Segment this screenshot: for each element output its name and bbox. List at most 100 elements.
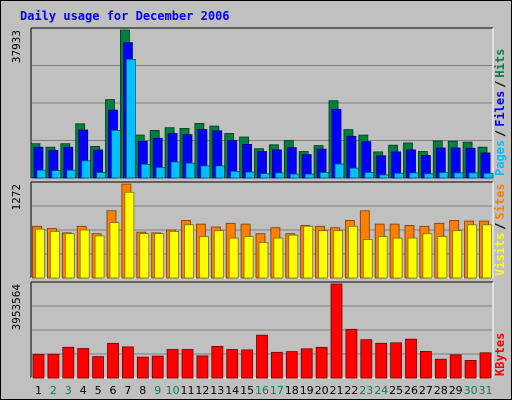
bar-pages-day-7	[126, 59, 136, 179]
bar-pages-day-3	[66, 169, 77, 179]
legend-sites: Sites	[493, 183, 507, 219]
bar-visits-day-10	[169, 230, 180, 279]
x-tick-label-day-19: 19	[300, 384, 314, 397]
bar-visits-day-21	[333, 230, 343, 279]
bar-kbytes-day-15	[241, 349, 254, 379]
bar-kbytes-day-18	[285, 351, 298, 379]
bar-pages-day-16	[260, 173, 270, 179]
bar-kbytes-day-7	[122, 346, 134, 379]
x-tick-label-day-21: 21	[330, 384, 344, 397]
x-tick-label-day-11: 11	[181, 384, 195, 397]
x-tick-label-day-16: 16	[255, 384, 269, 397]
bar-pages-day-10	[170, 161, 181, 179]
bar-pages-day-12	[200, 165, 211, 179]
x-tick-label-day-13: 13	[210, 384, 224, 397]
legend-pages: Pages	[493, 140, 507, 176]
bar-kbytes-day-2	[47, 353, 60, 379]
x-tick-label-day-30: 30	[464, 384, 478, 397]
x-tick-label-day-31: 31	[479, 384, 493, 397]
x-tick-label-day-23: 23	[359, 384, 373, 397]
x-tick-label-day-22: 22	[344, 384, 358, 397]
bar-pages-day-2	[51, 170, 62, 179]
bar-kbytes-day-28	[434, 358, 447, 379]
legend-separator: /	[493, 81, 507, 88]
x-tick-label-day-6: 6	[110, 384, 117, 397]
bar-pages-day-27	[423, 173, 434, 179]
bar-visits-day-28	[437, 236, 448, 279]
bar-pages-day-8	[140, 163, 151, 179]
x-tick-label-day-5: 5	[95, 384, 102, 397]
bar-kbytes-day-13	[211, 345, 224, 379]
x-tick-label-day-12: 12	[195, 384, 209, 397]
x-tick-label-day-15: 15	[240, 384, 254, 397]
bar-kbytes-day-30	[464, 359, 477, 379]
panel-hits-max-label: 37933	[10, 30, 23, 63]
x-tick-label-day-3: 3	[65, 384, 72, 397]
bar-files-day-18	[286, 147, 297, 179]
bar-kbytes-day-9	[151, 355, 164, 379]
bar-visits-day-19	[303, 225, 314, 279]
x-tick-label-day-10: 10	[166, 384, 180, 397]
bar-pages-day-11	[185, 162, 196, 179]
x-tick-label-day-1: 1	[35, 384, 42, 397]
x-tick-label-day-7: 7	[124, 384, 131, 397]
bar-pages-day-29	[453, 172, 464, 179]
x-tick-label-day-14: 14	[225, 384, 239, 397]
bar-kbytes-day-26	[405, 338, 417, 379]
x-tick-label-day-17: 17	[270, 384, 284, 397]
bar-visits-day-24	[377, 236, 388, 279]
bar-kbytes-day-21	[330, 283, 343, 379]
x-tick-label-day-28: 28	[434, 384, 448, 397]
bar-kbytes-day-10	[166, 349, 179, 379]
bar-pages-day-9	[155, 167, 166, 179]
bar-kbytes-day-12	[196, 355, 209, 379]
bar-pages-day-4	[81, 160, 92, 179]
bar-pages-day-19	[304, 173, 315, 179]
bar-kbytes-day-4	[77, 348, 90, 379]
x-tick-label-day-27: 27	[419, 384, 433, 397]
bar-kbytes-day-8	[136, 356, 149, 379]
chart-title: Daily usage for December 2006	[20, 9, 230, 23]
bar-visits-day-4	[79, 229, 90, 279]
bar-visits-day-22	[347, 225, 358, 279]
bar-pages-day-24	[379, 174, 390, 179]
bar-visits-day-14	[228, 237, 239, 279]
x-tick-label-day-20: 20	[315, 384, 329, 397]
bar-kbytes-day-25	[390, 342, 403, 379]
bar-pages-day-14	[230, 170, 241, 179]
bar-pages-day-30	[468, 172, 479, 179]
bar-pages-day-20	[319, 172, 330, 179]
bar-kbytes-day-27	[419, 350, 432, 379]
bar-visits-day-31	[482, 224, 492, 279]
bar-kbytes-day-1	[32, 354, 45, 379]
x-tick-label-day-29: 29	[449, 384, 463, 397]
x-tick-label-day-18: 18	[285, 384, 299, 397]
panel-kbytes-max-label: 3953564	[10, 284, 23, 331]
bar-pages-day-21	[334, 163, 345, 179]
bar-pages-day-28	[438, 172, 449, 179]
x-tick-label-day-2: 2	[50, 384, 57, 397]
bar-kbytes-day-17	[270, 351, 283, 379]
bar-visits-day-5	[94, 235, 105, 279]
bar-pages-day-26	[409, 172, 419, 179]
bar-kbytes-day-5	[92, 356, 104, 379]
legend-kbytes: KBytes	[493, 333, 507, 376]
bar-kbytes-day-6	[107, 342, 119, 379]
bar-visits-day-20	[318, 230, 329, 279]
legend-separator: /	[493, 223, 507, 230]
bar-pages-day-25	[394, 172, 405, 179]
bar-visits-day-25	[392, 237, 403, 279]
bar-pages-day-31	[483, 172, 494, 179]
bar-visits-day-26	[407, 237, 418, 279]
bar-visits-day-15	[243, 236, 254, 279]
bar-visits-day-27	[422, 233, 433, 279]
bar-kbytes-day-14	[226, 349, 239, 379]
legend-hits: Hits	[493, 49, 507, 78]
bar-visits-day-16	[258, 242, 269, 279]
bar-pages-day-1	[36, 169, 47, 179]
bar-visits-day-12	[198, 236, 209, 279]
panel-visits-max-label: 1272	[10, 184, 23, 211]
bar-visits-day-30	[467, 224, 478, 279]
legend-visits: Visits	[493, 233, 507, 276]
